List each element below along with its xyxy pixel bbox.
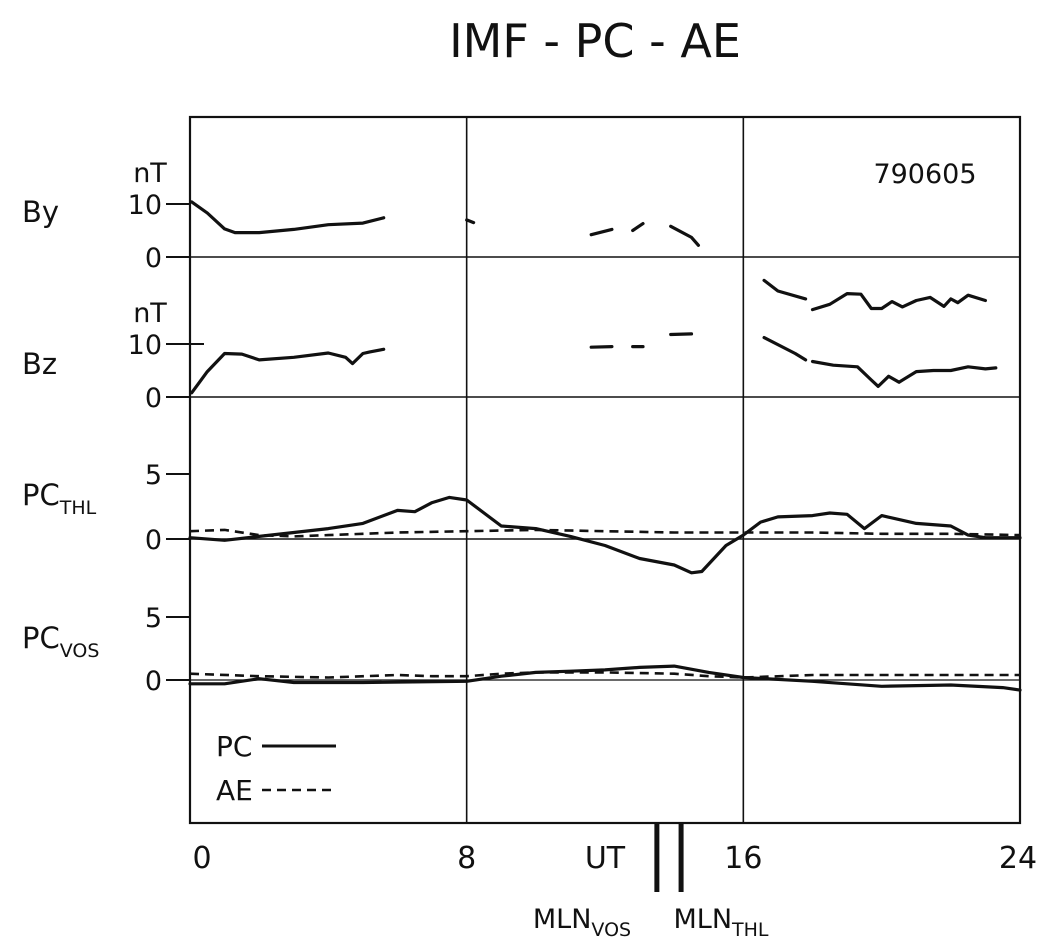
pc-series-line-bz [669,332,694,337]
mln-marker-subscript: THL [731,919,769,941]
x-axis-label: UT [585,841,626,876]
pc-series-line-bz [810,292,987,312]
y-tick-label: 0 [145,243,162,274]
y-tick-label: 10 [128,190,162,221]
x-tick-label: 0 [192,841,211,876]
panel-label: PCVOS [22,621,99,662]
x-axis: 0 8 16 24 UT MLNVOS MLNTHL [192,823,1037,941]
mln-marker-label: MLNTHL [673,904,768,941]
pc-series-line-by [190,200,386,235]
panel-label: By [22,195,59,229]
plot-frame [188,115,1022,825]
panel-label: PCTHL [22,478,97,519]
pc-series-line-by [631,222,645,233]
legend: PC AE [216,730,336,807]
y-unit-label: nT [133,158,167,189]
series-layer [188,200,1022,692]
ae-series-line-pc_vos [189,671,1020,679]
chart-title: IMF - PC - AE [449,14,741,68]
x-tick-label: 16 [724,841,762,876]
pc-series-line-bz [762,336,808,362]
pc-series-line-bz [190,347,386,395]
mln-marker-subscript: VOS [591,919,631,941]
y-tick-label: 0 [145,666,162,697]
pc-series-line-bz [762,278,808,301]
plot-border [188,115,1022,825]
pc-series-line-bz [589,345,614,349]
y-tick-label: 5 [145,603,162,634]
pc-series-line-pc_thl [188,495,1022,575]
pc-series-line-pc_vos [188,664,1022,692]
y-tick-label: 5 [145,460,162,491]
panel-label-subscript: VOS [60,640,100,662]
y-unit-label: nT [133,298,167,329]
legend-label: AE [216,774,253,807]
pc-series-line-by [589,227,614,237]
legend-label: PC [216,730,252,763]
date-label: 790605 [873,159,976,190]
mln-marker-label: MLNVOS [533,904,631,941]
x-tick-label: 8 [457,841,476,876]
y-tick-label: 0 [145,525,162,556]
y-tick-label: 10 [128,330,162,361]
panel-label: Bz [22,347,57,381]
x-tick-label: 24 [999,841,1037,876]
pc-series-line-by [465,218,476,225]
pc-series-line-by [669,224,700,247]
panel-label-subscript: THL [59,497,97,519]
pc-series-line-bz [810,359,998,388]
y-tick-label: 0 [145,383,162,414]
